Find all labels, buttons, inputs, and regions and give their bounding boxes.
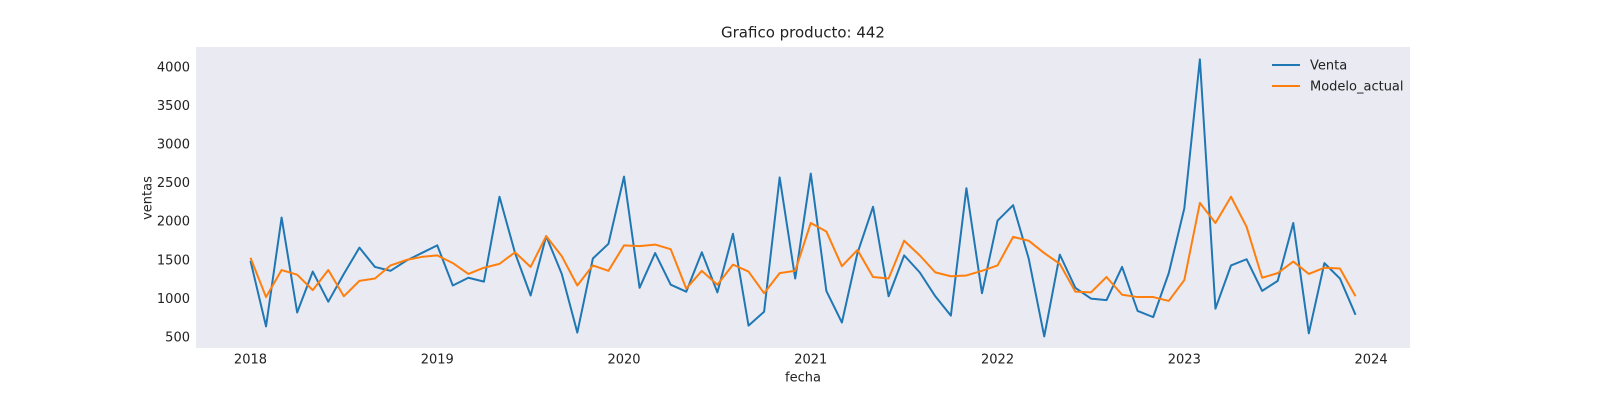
series-line — [249, 195, 1357, 302]
x-tick-label: 2024 — [1355, 353, 1388, 368]
legend-label: Venta — [1310, 59, 1347, 74]
x-tick-label: 2018 — [234, 353, 267, 368]
legend: Venta Modelo_actual — [1272, 59, 1404, 95]
y-tick-label: 3000 — [157, 138, 190, 153]
y-tick-label: 4000 — [157, 60, 190, 75]
x-tick-label: 2023 — [1168, 353, 1201, 368]
chart-title: Grafico producto: 442 — [721, 24, 885, 42]
x-tick-label: 2021 — [794, 353, 827, 368]
y-tick-label: 1500 — [157, 253, 190, 268]
x-axis-label: fecha — [785, 371, 821, 386]
y-tick-label: 500 — [165, 330, 190, 345]
x-tick-label: 2022 — [981, 353, 1014, 368]
y-axis-label: ventas — [141, 176, 156, 220]
y-tick-label: 2000 — [157, 215, 190, 230]
y-tick-label: 2500 — [157, 176, 190, 191]
x-tick-label: 2020 — [607, 353, 640, 368]
series-line — [249, 58, 1357, 338]
y-tick-label: 3500 — [157, 99, 190, 114]
legend-label: Modelo_actual — [1310, 80, 1404, 95]
plot-area — [196, 47, 1410, 348]
y-tick-label: 1000 — [157, 292, 190, 307]
x-tick-label: 2019 — [421, 353, 454, 368]
